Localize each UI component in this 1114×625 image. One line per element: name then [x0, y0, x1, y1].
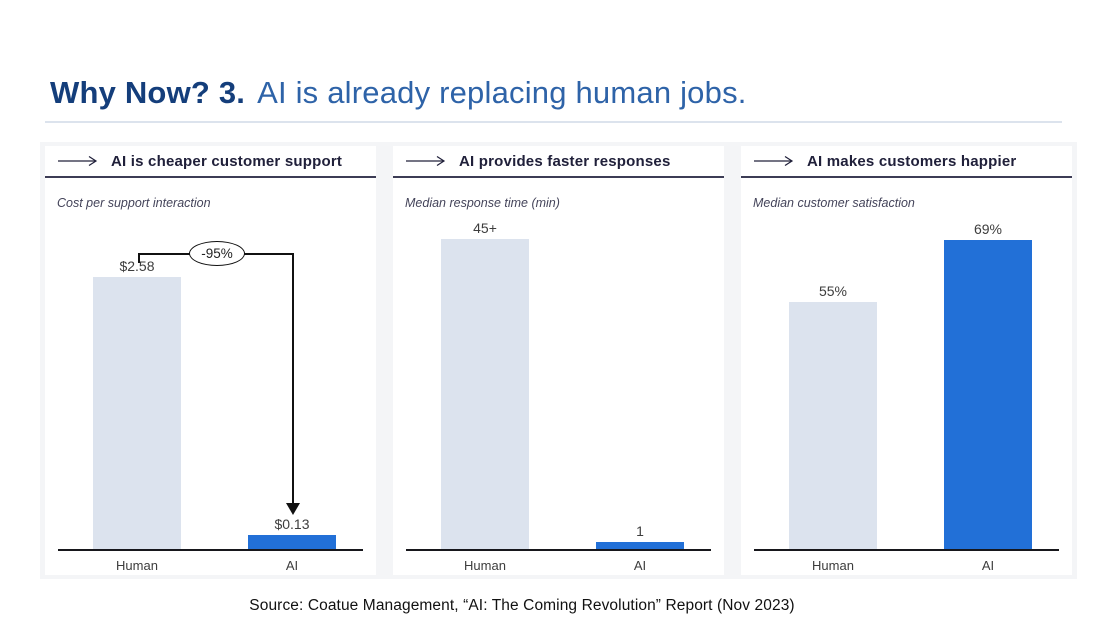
chart-area: 45+ 1 Human AI	[406, 210, 711, 575]
bar-human	[441, 239, 529, 549]
category-label-human: Human	[116, 558, 158, 573]
chart-panel-satisfaction: AI makes customers happier Median custom…	[741, 146, 1072, 575]
panel-title: AI is cheaper customer support	[111, 152, 343, 170]
down-arrowhead-icon	[286, 503, 300, 515]
category-axis: Human AI	[754, 553, 1059, 575]
right-arrow-icon	[406, 155, 446, 167]
category-label-ai: AI	[285, 558, 299, 573]
panel-subtitle: Median response time (min)	[405, 196, 560, 210]
plot-area: 45+ 1	[406, 210, 711, 551]
chart-area: 55% 69% Human AI	[754, 210, 1059, 575]
annotation-arrow-line	[292, 253, 294, 503]
panel-header: AI provides faster responses	[393, 146, 724, 178]
panel-subtitle: Cost per support interaction	[57, 196, 211, 210]
value-label: 45+	[473, 220, 497, 236]
panel-header: AI is cheaper customer support	[45, 146, 376, 178]
value-label: 1	[636, 523, 644, 539]
panel-subtitle: Median customer satisfaction	[753, 196, 915, 210]
right-arrow-icon	[754, 155, 794, 167]
category-label-ai: AI	[981, 558, 995, 573]
page-title-bold: Why Now? 3.	[50, 75, 246, 110]
chart-panel-speed: AI provides faster responses Median resp…	[393, 146, 724, 575]
right-arrow-icon	[58, 155, 98, 167]
bar-ai	[248, 535, 336, 549]
annotation-bracket-stub	[138, 253, 140, 263]
bar-human	[789, 302, 877, 549]
value-label: 55%	[818, 283, 848, 299]
bar-ai	[596, 542, 684, 549]
panel-title: AI provides faster responses	[459, 152, 671, 170]
bar-group-ai: $0.13	[248, 516, 336, 549]
bar-group-human: 55%	[789, 283, 877, 549]
bar-group-human: 45+	[441, 220, 529, 549]
category-axis: Human AI	[58, 553, 363, 575]
panel-title: AI makes customers happier	[807, 152, 1017, 170]
value-label: $2.58	[119, 258, 155, 274]
page-title: Why Now? 3. AI is already replacing human…	[50, 74, 747, 112]
plot-area: 55% 69%	[754, 210, 1059, 551]
category-label-human: Human	[812, 558, 854, 573]
title-divider	[45, 121, 1062, 123]
category-axis: Human AI	[406, 553, 711, 575]
page-title-rest: AI is already replacing human jobs.	[257, 75, 747, 110]
plot-area: $2.58 $0.13 -95%	[58, 210, 363, 551]
bar-ai	[944, 240, 1032, 549]
value-label: $0.13	[274, 516, 310, 532]
annotation-badge: -95%	[189, 241, 245, 266]
bar-group-ai: 1	[596, 523, 684, 549]
chart-panel-cost: AI is cheaper customer support Cost per …	[45, 146, 376, 575]
bar-human	[93, 277, 181, 549]
charts-strip: AI is cheaper customer support Cost per …	[40, 142, 1077, 579]
bar-group-human: $2.58	[93, 258, 181, 549]
value-label: 69%	[973, 221, 1003, 237]
source-attribution: Source: Coatue Management, “AI: The Comi…	[249, 597, 795, 614]
chart-area: $2.58 $0.13 -95% Human AI	[58, 210, 363, 575]
category-label-ai: AI	[633, 558, 647, 573]
panel-header: AI makes customers happier	[741, 146, 1072, 178]
category-label-human: Human	[464, 558, 506, 573]
bar-group-ai: 69%	[944, 221, 1032, 549]
